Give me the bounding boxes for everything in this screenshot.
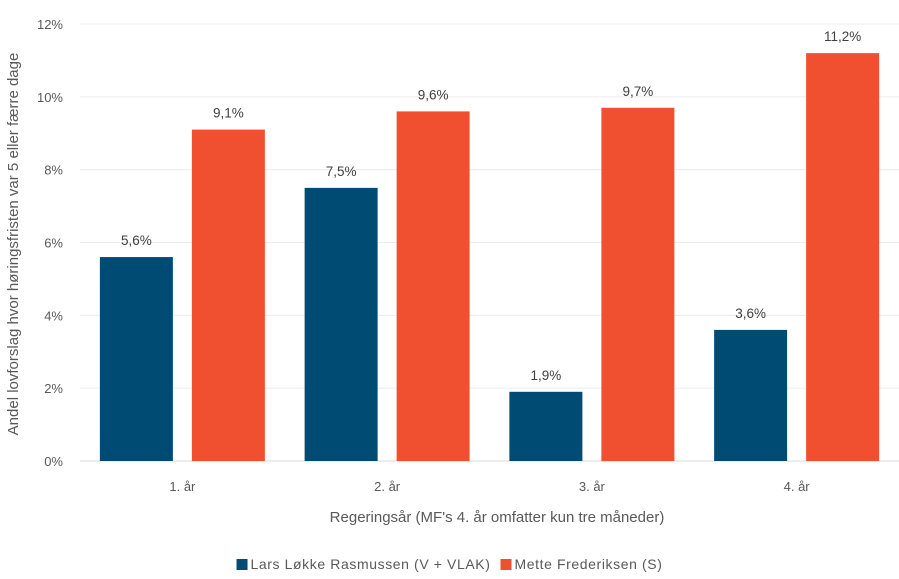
data-label: 11,2% bbox=[824, 29, 861, 44]
y-tick-label: 2% bbox=[44, 381, 63, 396]
bar-lars-lokke-3 bbox=[509, 391, 583, 461]
bar-mette-frederiksen-1 bbox=[191, 129, 265, 461]
data-label: 9,7% bbox=[622, 84, 653, 99]
legend-item-mette-frederiksen: Mette Frederiksen (S) bbox=[500, 556, 662, 572]
x-axis-title: Regeringsår (MF's 4. år omfatter kun tre… bbox=[330, 509, 665, 526]
x-tick-label: 3. år bbox=[579, 479, 606, 494]
data-label: 1,9% bbox=[530, 368, 561, 383]
legend-label: Lars Løkke Rasmussen (V + VLAK) bbox=[251, 556, 491, 572]
y-axis-ticks: 0% 2% 4% 6% 8% 10% 12% bbox=[37, 17, 63, 469]
data-label: 9,1% bbox=[213, 106, 244, 121]
bar-mette-frederiksen-3 bbox=[601, 107, 675, 461]
y-tick-label: 12% bbox=[37, 17, 63, 32]
data-label: 5,6% bbox=[121, 233, 152, 248]
bar-mette-frederiksen-4 bbox=[806, 53, 880, 462]
x-axis-ticks: 1. år 2. år 3. år 4. år bbox=[169, 479, 810, 494]
y-tick-label: 0% bbox=[44, 454, 63, 469]
y-tick-label: 6% bbox=[44, 236, 63, 251]
data-label: 9,6% bbox=[418, 87, 449, 102]
legend-item-lars-lokke: Lars Løkke Rasmussen (V + VLAK) bbox=[236, 556, 491, 572]
data-label: 7,5% bbox=[326, 164, 357, 179]
bar-lars-lokke-2 bbox=[304, 187, 378, 461]
legend-swatch bbox=[500, 559, 512, 570]
x-tick-label: 4. år bbox=[784, 479, 811, 494]
legend-swatch bbox=[236, 559, 248, 570]
bar-mette-frederiksen-2 bbox=[396, 111, 470, 462]
data-labels: 5,6% 9,1% 7,5% 9,6% 1,9% 9,7% 3,6% 11,2% bbox=[121, 29, 861, 383]
y-axis-title: Andel lovforslag hvor høringsfristen var… bbox=[5, 53, 22, 436]
legend-label: Mette Frederiksen (S) bbox=[514, 556, 662, 572]
bar-lars-lokke-1 bbox=[99, 257, 173, 461]
y-tick-label: 4% bbox=[44, 308, 63, 323]
bar-lars-lokke-4 bbox=[714, 329, 788, 461]
y-tick-label: 8% bbox=[44, 163, 63, 178]
legend: Lars Løkke Rasmussen (V + VLAK) Mette Fre… bbox=[236, 556, 662, 572]
x-tick-label: 2. år bbox=[374, 479, 401, 494]
y-tick-label: 10% bbox=[37, 90, 63, 105]
bars bbox=[99, 53, 880, 462]
data-label: 3,6% bbox=[735, 306, 766, 321]
x-tick-label: 1. år bbox=[169, 479, 196, 494]
